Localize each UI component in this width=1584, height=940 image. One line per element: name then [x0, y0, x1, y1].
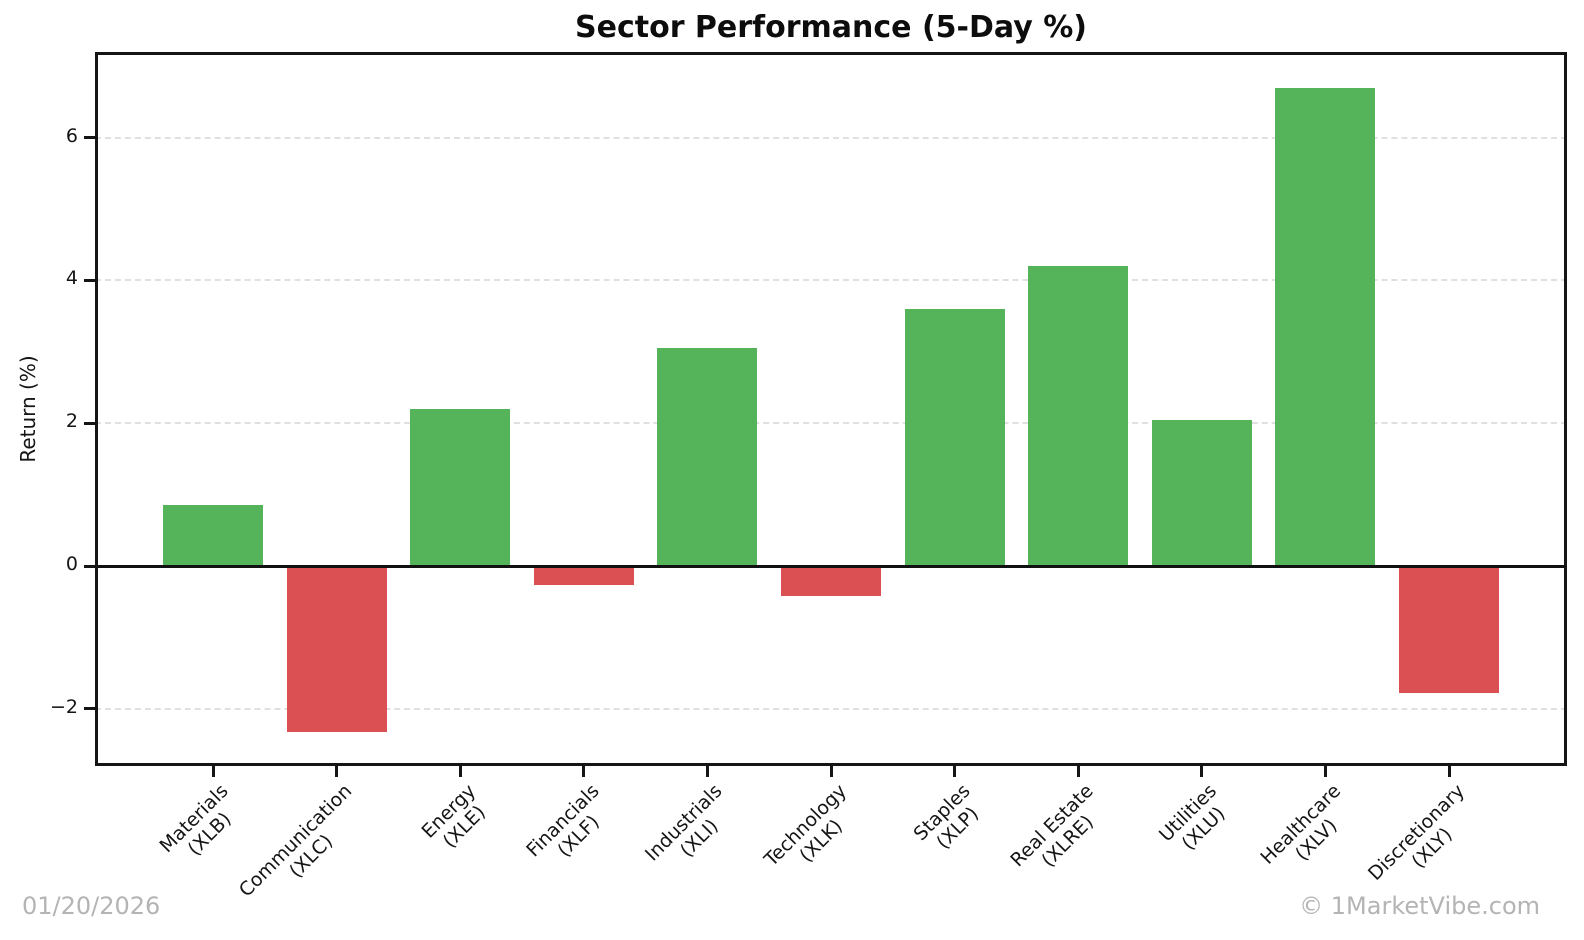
x-tick-xlre: [1076, 766, 1080, 777]
x-tick-label-xlb: Materials (XLB): [155, 780, 236, 861]
bar-xlb: [163, 505, 263, 567]
gridline-2: [95, 422, 1567, 425]
x-tick-label-xle: Energy (XLE): [417, 780, 490, 853]
bar-xlf: [533, 567, 634, 586]
zero-line: [95, 564, 1567, 568]
x-tick-label-xlk: Technology (XLK): [759, 780, 851, 871]
x-tick-xlv: [1323, 766, 1327, 777]
x-tick-label-xlu: Utilities (XLU): [1155, 780, 1230, 855]
x-tick-label-xlc: Communication (XLC): [234, 780, 357, 902]
y-tick-label-6: 6: [65, 124, 78, 147]
y-tick-6: [84, 136, 95, 140]
gridline-6: [95, 136, 1567, 139]
y-axis-label: Return (%): [16, 355, 40, 463]
x-tick-label-xli: Industrials (XLI): [641, 780, 727, 866]
y-tick-0: [84, 564, 95, 568]
chart-title: Sector Performance (5-Day %): [575, 10, 1087, 45]
bar-xlv: [1275, 87, 1376, 567]
x-tick-label-xlv: Healthcare (XLV): [1256, 780, 1345, 869]
bar-xle: [410, 409, 511, 567]
plot-frame: [95, 52, 1567, 766]
x-tick-label-xlre: Real Estate (XLRE): [1006, 780, 1098, 872]
x-tick-xlk: [829, 766, 833, 777]
x-tick-xlb: [211, 766, 215, 777]
gridline--2: [95, 707, 1567, 710]
x-tick-xlf: [582, 766, 586, 777]
y-tick-label--2: −2: [49, 695, 78, 718]
x-tick-xlp: [953, 766, 957, 777]
gridline-4: [95, 279, 1567, 282]
x-tick-xlc: [335, 766, 339, 777]
bar-xlu: [1151, 419, 1252, 567]
bar-xlc: [286, 567, 387, 732]
y-tick-label-2: 2: [65, 410, 78, 433]
bar-xlre: [1028, 266, 1129, 567]
x-tick-label-xly: Discretionary (XLY): [1363, 780, 1469, 885]
y-tick-4: [84, 278, 95, 282]
bar-xlk: [781, 567, 881, 597]
footer-date: 01/20/2026: [22, 892, 161, 920]
y-tick-2: [84, 421, 95, 425]
x-tick-label-xlf: Financials (XLF): [521, 780, 604, 862]
x-tick-label-xlp: Staples (XLP): [909, 780, 983, 854]
bar-xlp: [904, 309, 1005, 567]
y-tick--2: [84, 707, 95, 711]
bar-xli: [657, 348, 758, 567]
plot-area: [95, 52, 1567, 766]
y-tick-label-0: 0: [65, 553, 78, 576]
x-tick-xlu: [1200, 766, 1204, 777]
x-tick-xly: [1447, 766, 1451, 777]
bar-xly: [1399, 567, 1499, 693]
x-tick-xle: [458, 766, 462, 777]
y-tick-label-4: 4: [65, 267, 78, 290]
footer-watermark: © 1MarketVibe.com: [1299, 892, 1540, 920]
x-tick-xli: [705, 766, 709, 777]
